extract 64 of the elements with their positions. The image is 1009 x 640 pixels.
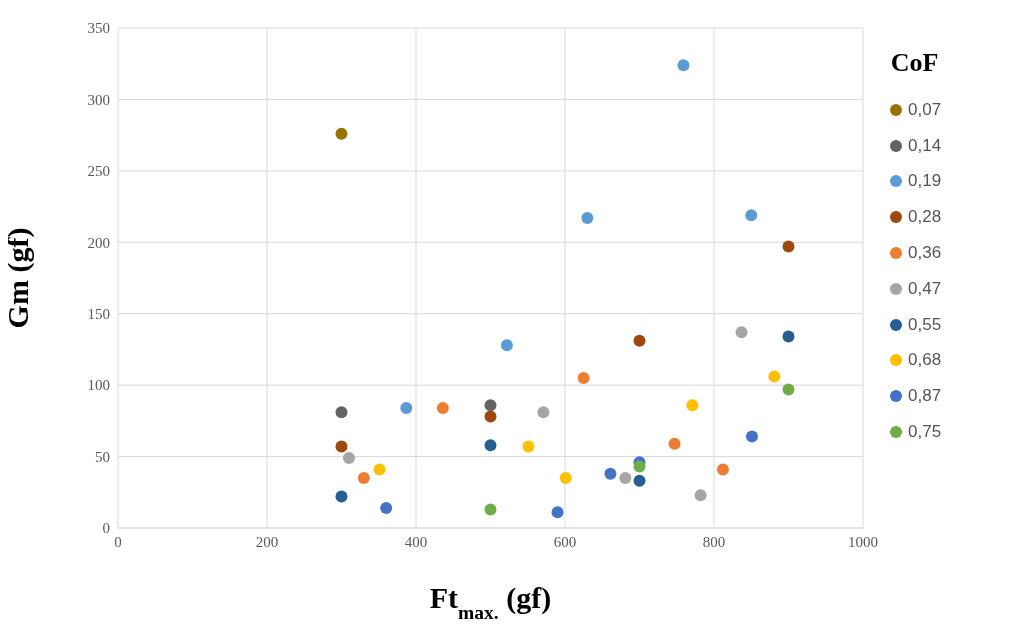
x-tick-label: 200 bbox=[255, 533, 279, 550]
point bbox=[694, 489, 707, 502]
point bbox=[500, 339, 513, 352]
point bbox=[768, 370, 781, 383]
point bbox=[604, 467, 617, 480]
point bbox=[335, 406, 348, 419]
point bbox=[782, 383, 795, 396]
point bbox=[677, 59, 690, 72]
point bbox=[735, 326, 748, 339]
point bbox=[537, 406, 550, 419]
point bbox=[436, 402, 449, 414]
point bbox=[551, 506, 564, 519]
point bbox=[633, 460, 646, 473]
x-tick-label: 600 bbox=[553, 533, 577, 550]
y-tick-label: 200 bbox=[87, 234, 110, 251]
legend-label: 0,36 bbox=[907, 242, 942, 265]
point bbox=[619, 472, 632, 484]
point bbox=[668, 437, 681, 450]
point bbox=[484, 503, 497, 516]
point bbox=[559, 472, 572, 484]
point bbox=[357, 472, 370, 484]
point bbox=[633, 474, 646, 487]
x-tick-label: 400 bbox=[404, 533, 428, 550]
point bbox=[746, 430, 758, 443]
point bbox=[581, 212, 594, 224]
legend-label: 0,07 bbox=[907, 98, 942, 121]
y-tick-label: 300 bbox=[87, 91, 110, 108]
legend-label: 0,47 bbox=[907, 277, 942, 300]
legend-label: 0,87 bbox=[907, 385, 942, 408]
x-tick-label: 1000 bbox=[848, 533, 878, 550]
point bbox=[633, 334, 646, 347]
legend-label: 0,75 bbox=[907, 421, 942, 444]
y-tick-label: 50 bbox=[95, 448, 110, 465]
point bbox=[522, 440, 535, 453]
legend-label: 0,68 bbox=[907, 349, 942, 372]
y-tick-label: 0 bbox=[102, 520, 110, 537]
point bbox=[373, 463, 386, 476]
point bbox=[782, 330, 795, 343]
point bbox=[342, 452, 355, 464]
point bbox=[400, 402, 413, 414]
point bbox=[335, 127, 348, 140]
x-tick-label: 0 bbox=[114, 533, 122, 550]
point bbox=[686, 399, 699, 412]
legend-label: 0,19 bbox=[907, 170, 942, 193]
point bbox=[484, 439, 497, 452]
point bbox=[745, 209, 758, 222]
point bbox=[716, 463, 729, 476]
point bbox=[484, 410, 497, 423]
point bbox=[782, 240, 795, 253]
y-tick-label: 100 bbox=[87, 377, 110, 394]
point bbox=[577, 372, 590, 384]
y-tick-label: 350 bbox=[87, 20, 110, 37]
y-tick-label: 150 bbox=[87, 306, 110, 323]
legend-label: 0,14 bbox=[907, 134, 942, 157]
legend-label: 0,28 bbox=[907, 206, 942, 229]
point bbox=[380, 502, 393, 514]
legend-title: CoF bbox=[889, 48, 940, 78]
y-tick-label: 250 bbox=[87, 163, 110, 180]
legend-label: 0,55 bbox=[907, 313, 942, 336]
point bbox=[335, 440, 348, 453]
x-tick-label: 800 bbox=[702, 533, 726, 550]
point bbox=[335, 490, 348, 503]
x-axis-title: Ft$_{max.}$ (gf) bbox=[429, 581, 552, 623]
point bbox=[484, 399, 497, 412]
